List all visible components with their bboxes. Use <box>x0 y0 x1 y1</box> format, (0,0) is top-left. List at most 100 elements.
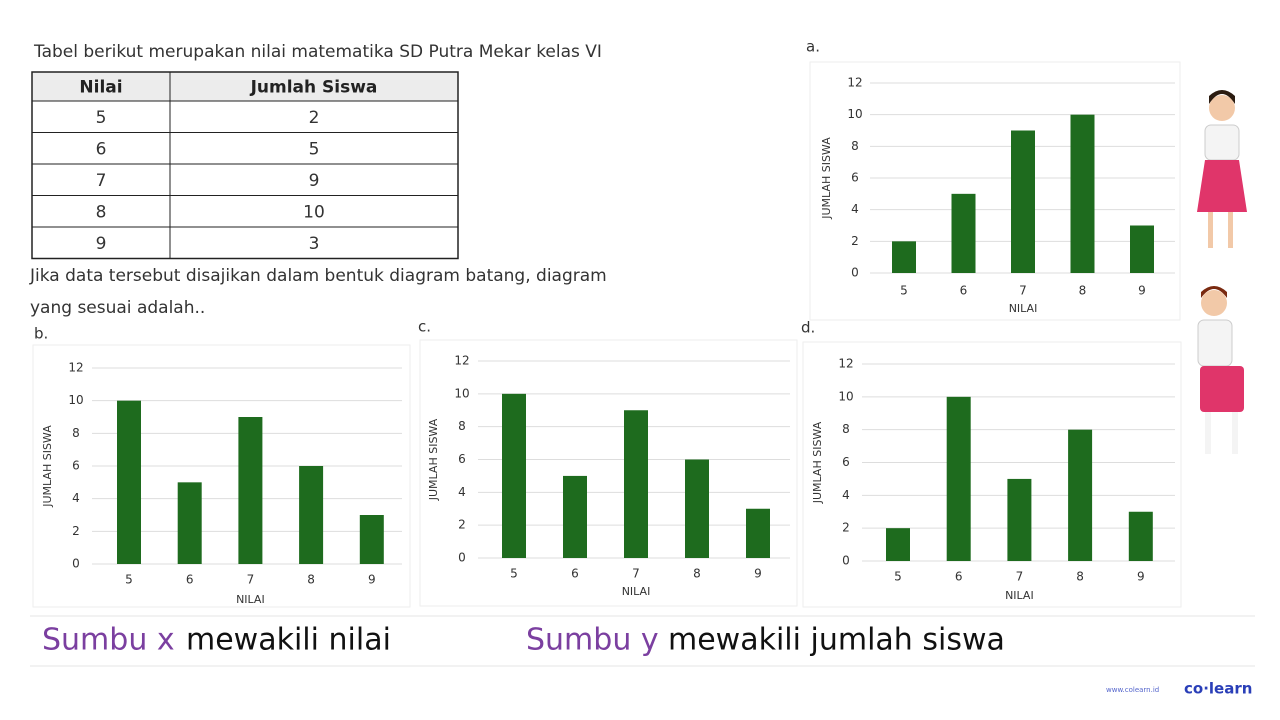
x-tick-label: 9 <box>1138 284 1146 298</box>
note-term: Sumbu y <box>526 623 659 658</box>
question: Jika data tersebut disajikan dalam bentu… <box>29 266 607 318</box>
chart: d. 0 2 4 6 8 10 12 5 6 7 8 9 NILAI JUMLAH SISWA <box>801 319 1182 608</box>
x-tick-label: 7 <box>1019 284 1027 298</box>
bar <box>946 396 971 561</box>
y-tick-label: 2 <box>842 521 850 535</box>
y-tick-label: 6 <box>72 459 80 473</box>
bar <box>624 410 648 558</box>
y-tick-label: 6 <box>842 455 850 469</box>
note-text: mewakili jumlah siswa <box>668 623 1005 658</box>
x-tick-label: 7 <box>632 567 640 581</box>
y-tick-label: 0 <box>458 551 466 565</box>
y-tick-label: 8 <box>458 419 466 433</box>
bar <box>892 241 916 273</box>
bar <box>563 475 587 558</box>
x-tick-label: 6 <box>186 573 194 587</box>
table-cell: 10 <box>303 202 325 222</box>
x-tick-label: 8 <box>693 567 701 581</box>
x-tick-label: 8 <box>1076 570 1084 584</box>
table-border <box>31 71 459 260</box>
y-axis-label: JUMLAH SISWA <box>427 418 440 501</box>
bar <box>1070 114 1095 274</box>
chart: b. 0 2 4 6 8 10 12 5 6 7 8 9 NILAI JUMLAH SISWA <box>32 325 411 608</box>
table-header-bg <box>32 72 458 101</box>
y-tick-label: 0 <box>851 266 859 280</box>
bar <box>1068 429 1093 561</box>
illustration <box>1197 90 1247 454</box>
bar <box>951 193 976 273</box>
table-cell: 3 <box>309 234 320 254</box>
bar <box>117 400 141 564</box>
y-tick-label: 2 <box>458 518 466 532</box>
chart-label: d. <box>801 319 815 337</box>
bar <box>1007 478 1032 561</box>
footer-brand: co·learn <box>1184 680 1252 698</box>
chart-label: a. <box>806 38 820 56</box>
table-cell: 6 <box>96 139 107 159</box>
x-tick-label: 6 <box>960 284 968 298</box>
x-axis-label: NILAI <box>1009 302 1038 315</box>
y-tick-label: 6 <box>458 452 466 466</box>
table-cell: 7 <box>96 171 107 191</box>
x-tick-label: 9 <box>368 573 376 587</box>
x-axis-label: NILAI <box>622 585 651 598</box>
x-tick-label: 5 <box>125 573 133 587</box>
y-tick-label: 0 <box>72 557 80 571</box>
table-cell: 2 <box>309 108 320 128</box>
y-tick-label: 4 <box>458 485 466 499</box>
bar <box>359 515 384 564</box>
y-axis-label: JUMLAH SISWA <box>811 421 824 504</box>
y-tick-label: 12 <box>454 354 469 368</box>
chart-label: c. <box>418 318 431 336</box>
table-cell: 5 <box>96 108 107 128</box>
table-cell: 9 <box>96 234 107 254</box>
x-tick-label: 8 <box>1079 284 1087 298</box>
bar <box>238 417 263 564</box>
y-tick-label: 2 <box>851 234 859 248</box>
x-axis-label: NILAI <box>1005 589 1034 602</box>
y-tick-label: 12 <box>838 357 853 371</box>
footer-url: www.colearn.id <box>1106 686 1159 694</box>
x-tick-label: 6 <box>571 567 579 581</box>
y-axis-label: JUMLAH SISWA <box>41 425 54 508</box>
table-cell: 5 <box>309 139 320 159</box>
x-tick-label: 5 <box>894 570 902 584</box>
y-tick-label: 8 <box>842 422 850 436</box>
chart: a. 0 2 4 6 8 10 12 5 6 7 8 9 NILAI JUMLAH SISWA <box>806 38 1181 321</box>
bar <box>1128 511 1153 561</box>
y-axis-label: JUMLAH SISWA <box>820 137 833 220</box>
x-tick-label: 5 <box>900 284 908 298</box>
x-tick-label: 9 <box>754 567 762 581</box>
y-tick-label: 4 <box>842 488 850 502</box>
x-tick-label: 6 <box>955 570 963 584</box>
chart-panel <box>32 344 411 608</box>
x-tick-label: 5 <box>510 567 518 581</box>
x-tick-label: 7 <box>1016 570 1024 584</box>
bar <box>177 482 202 564</box>
bar <box>746 508 770 558</box>
x-axis-label: NILAI <box>236 593 265 606</box>
y-tick-label: 10 <box>68 393 83 407</box>
bar <box>502 393 526 558</box>
title: Tabel berikut merupakan nilai matematika… <box>33 42 602 62</box>
chart: c. 0 2 4 6 8 10 12 5 6 7 8 9 NILAI JUMLAH SISWA <box>418 318 798 607</box>
y-tick-label: 2 <box>72 524 80 538</box>
note-term: Sumbu x <box>42 623 175 658</box>
bar <box>1011 130 1035 273</box>
y-tick-label: 10 <box>847 107 862 121</box>
y-tick-label: 12 <box>847 76 862 90</box>
y-tick-label: 6 <box>851 171 859 185</box>
y-tick-label: 10 <box>838 389 853 403</box>
bar <box>685 459 709 558</box>
y-tick-label: 8 <box>72 426 80 440</box>
y-tick-label: 12 <box>68 361 83 375</box>
x-tick-label: 7 <box>247 573 255 587</box>
table-cell: 9 <box>309 171 320 191</box>
y-tick-label: 8 <box>851 139 859 153</box>
table: Nilai Jumlah Siswa 5 2 6 5 7 9 8 10 9 3 <box>31 71 459 260</box>
table-header: Jumlah Siswa <box>250 78 378 98</box>
y-tick-label: 0 <box>842 554 850 568</box>
note-text: mewakili nilai <box>186 623 391 658</box>
x-tick-label: 8 <box>307 573 315 587</box>
